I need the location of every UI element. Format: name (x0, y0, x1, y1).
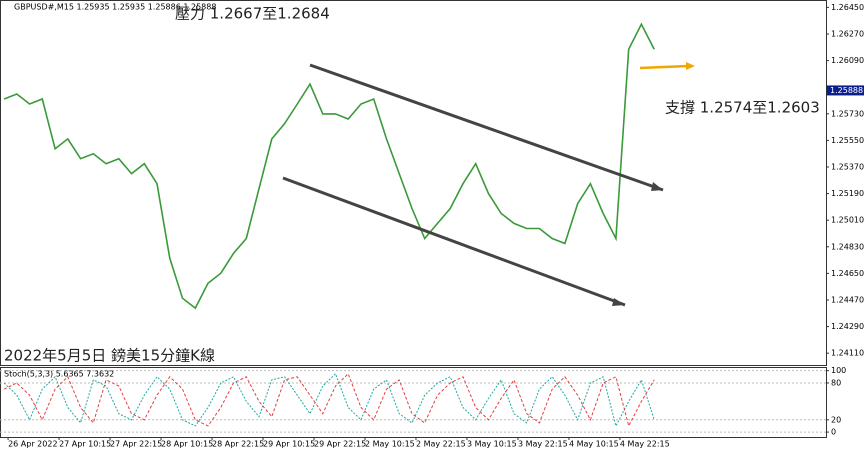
current-price-label: 1.25888 (830, 86, 863, 95)
y-tick-label: 1.25550 (831, 136, 864, 145)
x-tick-label: 27 Apr 10:15 (59, 440, 111, 449)
stoch-panel (0, 367, 827, 438)
stoch-title: Stoch(5,3,3) 5.6365 7.3632 (4, 370, 114, 379)
y-tick-label: 1.26450 (831, 3, 864, 12)
y-tick-label: 1.24650 (831, 269, 864, 278)
y-tick-label: 1.25010 (831, 216, 864, 225)
x-tick-label: 29 Apr 22:15 (314, 440, 366, 449)
y-tick-label: 1.25190 (831, 189, 864, 198)
arrow-head (651, 182, 663, 191)
y-tick-label: 100 (831, 366, 846, 375)
channel-lower (282, 176, 626, 307)
channel-upper (309, 63, 664, 192)
y-tick-label: 1.24470 (831, 295, 864, 304)
y-tick-label: 80 (831, 378, 841, 387)
y-tick-label: 0 (831, 428, 836, 437)
y-tick-label: 20 (831, 415, 841, 424)
x-tick-label: 2 May 10:15 (365, 440, 415, 449)
x-tick-label: 27 Apr 22:15 (110, 440, 162, 449)
support-arrow (639, 64, 689, 70)
y-tick-label: 1.24290 (831, 322, 864, 331)
x-tick-label: 3 May 10:15 (467, 440, 517, 449)
x-tick-label: 29 Apr 10:15 (263, 440, 315, 449)
series-line (3, 372, 655, 428)
y-tick-label: 1.24830 (831, 242, 864, 251)
x-tick-label: 3 May 22:15 (518, 440, 568, 449)
y-tick-label: 1.25730 (831, 109, 864, 118)
x-tick-label: 2 May 22:15 (416, 440, 466, 449)
series-line (3, 372, 655, 428)
header: GBPUSD#,M15 1.25935 1.25935 1.25886 1.25… (14, 3, 216, 12)
y-tick-label: 1.25370 (831, 162, 864, 171)
price-panel (0, 0, 827, 366)
arrow-head (612, 298, 625, 306)
annotation: 2022年5月5日 鎊美15分鐘K線 (4, 347, 215, 365)
y-tick-label: 1.24110 (831, 349, 864, 358)
annotation: 壓力 1.2667至1.2684 (175, 5, 330, 23)
arrow-head (686, 62, 695, 70)
series-line (3, 22, 655, 310)
annotation: 支撐 1.2574至1.2603 (665, 99, 820, 117)
y-tick-label: 1.26090 (831, 56, 864, 65)
x-tick-label: 4 May 10:15 (569, 440, 619, 449)
x-tick-label: 28 Apr 10:15 (161, 440, 213, 449)
current-price-marker (827, 85, 864, 96)
y-tick-label: 1.26270 (831, 29, 864, 38)
x-tick-label: 26 Apr 2022 (8, 440, 57, 449)
x-tick-label: 28 Apr 22:15 (212, 440, 264, 449)
x-tick-label: 4 May 22:15 (620, 440, 670, 449)
